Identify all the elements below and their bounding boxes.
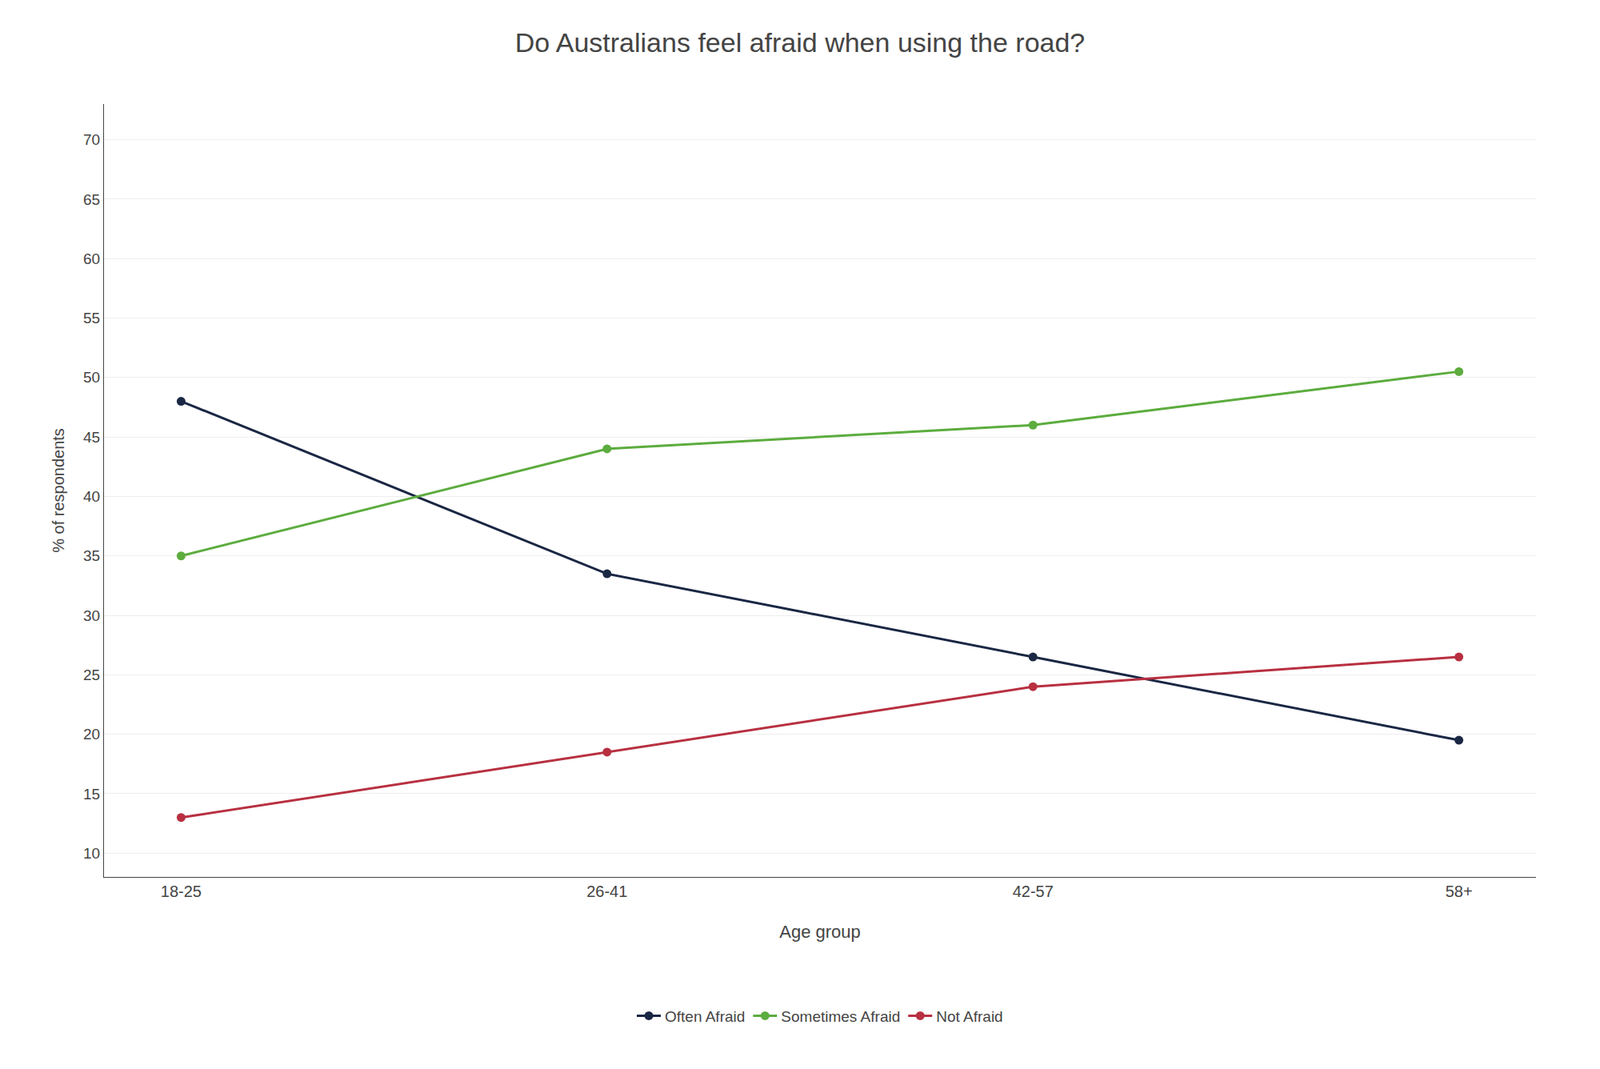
svg-text:35: 35	[83, 547, 100, 564]
svg-text:Often Afraid: Often Afraid	[664, 1008, 745, 1025]
svg-text:40: 40	[83, 488, 100, 505]
svg-text:Sometimes Afraid: Sometimes Afraid	[780, 1008, 900, 1025]
svg-text:45: 45	[83, 428, 100, 446]
svg-text:42-57: 42-57	[1012, 882, 1054, 900]
svg-text:65: 65	[83, 191, 100, 208]
svg-text:10: 10	[83, 844, 100, 862]
svg-text:Not Afraid: Not Afraid	[936, 1008, 1003, 1025]
svg-text:25: 25	[83, 666, 100, 684]
svg-text:26-41: 26-41	[586, 882, 628, 900]
svg-text:% of respondents: % of respondents	[49, 428, 68, 553]
svg-text:Do Australians feel afraid whe: Do Australians feel afraid when using th…	[515, 27, 1086, 58]
svg-text:70: 70	[83, 131, 100, 148]
svg-text:Age group: Age group	[779, 921, 861, 942]
svg-text:30: 30	[83, 607, 100, 624]
svg-text:20: 20	[83, 725, 100, 743]
svg-text:50: 50	[83, 368, 100, 386]
svg-text:58+: 58+	[1445, 882, 1473, 900]
svg-text:60: 60	[83, 250, 100, 268]
svg-text:55: 55	[83, 309, 100, 327]
svg-text:15: 15	[83, 785, 100, 803]
svg-text:18-25: 18-25	[160, 882, 202, 900]
